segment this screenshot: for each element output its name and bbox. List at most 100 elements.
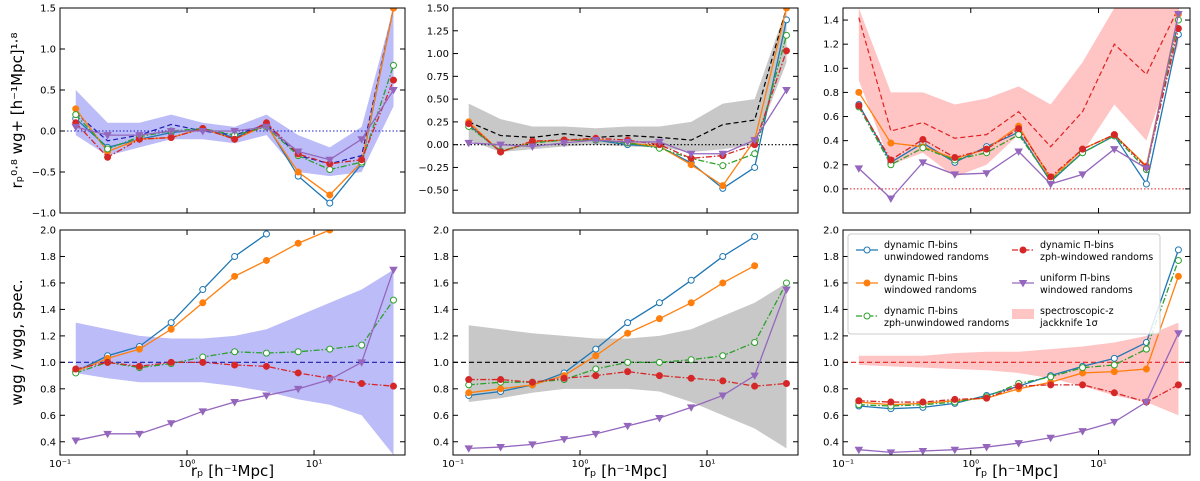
y-tick-label: 2.0 — [40, 226, 56, 237]
marker — [687, 356, 695, 364]
marker — [624, 358, 632, 366]
marker — [294, 348, 302, 356]
y-tick-label: 0.4 — [40, 437, 56, 448]
series-line — [468, 370, 787, 387]
axes-frame — [452, 7, 799, 214]
marker — [950, 171, 960, 179]
series-line — [468, 50, 788, 159]
marker — [464, 139, 474, 148]
marker — [497, 385, 505, 393]
y-tick-label: 1.6 — [823, 278, 839, 289]
x-tick-label: 10⁻¹ — [442, 459, 464, 470]
marker — [389, 87, 398, 95]
y-tick-label: 1.0 — [823, 64, 839, 75]
marker — [198, 408, 208, 416]
y-tick-label: 0.8 — [40, 384, 56, 395]
marker — [719, 352, 727, 360]
marker — [326, 230, 334, 234]
marker — [528, 441, 537, 449]
marker — [199, 299, 207, 307]
marker — [1079, 364, 1087, 372]
marker — [389, 76, 397, 84]
marker — [655, 372, 663, 380]
marker — [624, 319, 632, 327]
marker — [135, 132, 144, 140]
y-tick-label: 0.6 — [433, 411, 449, 422]
y-tick-label: −1.0 — [32, 209, 56, 220]
error-band — [858, 322, 1179, 416]
marker — [262, 362, 270, 370]
marker — [1142, 345, 1150, 353]
y-tick-label: 0.0 — [823, 184, 839, 195]
legend-label-line: dynamic Π-bins — [884, 306, 958, 317]
marker — [465, 120, 473, 128]
y-tick-label: 1.00 — [427, 49, 449, 60]
marker — [528, 378, 536, 386]
legend-label: spectroscopic-z jackknife 1σ — [1039, 306, 1114, 329]
x-tick-label: 10¹ — [1090, 459, 1107, 470]
y-tick-label: 0.00 — [427, 140, 449, 151]
marker — [751, 233, 759, 241]
y-tick-label: 0.6 — [40, 411, 56, 422]
marker — [389, 8, 397, 12]
reference-curve — [858, 8, 1179, 148]
marker — [1142, 399, 1151, 407]
marker — [1142, 180, 1150, 188]
marker — [782, 87, 791, 95]
marker — [782, 47, 790, 55]
marker — [528, 137, 536, 145]
marker — [687, 276, 695, 284]
y-tick-label: 1.8 — [823, 252, 839, 263]
marker — [389, 382, 397, 390]
marker — [1046, 181, 1055, 189]
marker — [719, 252, 727, 260]
marker — [624, 329, 632, 337]
y-tick-label: −0.25 — [418, 163, 449, 174]
y-tick-label: 1.25 — [427, 26, 449, 37]
marker — [655, 315, 663, 323]
marker — [782, 31, 790, 39]
y-tick-label: 1.0 — [40, 45, 56, 56]
marker — [389, 266, 398, 275]
marker — [919, 135, 927, 143]
marker — [135, 430, 144, 439]
marker — [528, 143, 537, 151]
marker — [293, 148, 303, 156]
y-tick-label: 1.8 — [40, 252, 56, 263]
y-tick-label: 1.2 — [823, 331, 839, 342]
marker — [623, 138, 632, 147]
y-tick-label: 1.8 — [433, 252, 449, 263]
y-tick-label: 0.75 — [427, 72, 449, 83]
marker — [855, 102, 863, 110]
marker — [358, 341, 366, 349]
plot-area — [843, 246, 1190, 455]
marker — [559, 436, 569, 444]
marker — [751, 150, 759, 158]
marker — [231, 272, 239, 280]
marker — [1142, 165, 1151, 173]
marker — [167, 319, 175, 327]
marker — [465, 389, 473, 397]
marker — [687, 161, 695, 169]
marker — [559, 139, 569, 148]
marker — [72, 365, 80, 373]
x-tick-label: 10⁻¹ — [49, 459, 71, 470]
marker — [1015, 125, 1023, 133]
marker — [104, 358, 112, 366]
panel: 0.4 0.6 0.8 1.0 1.2 1.4 1.6 1.8 2.0 10⁻¹ 10⁰ 10¹ rₚ … — [823, 226, 1191, 480]
legend-label-line: windowed randoms — [1040, 285, 1133, 296]
x-tick-label: 10¹ — [306, 459, 323, 470]
marker — [751, 382, 759, 390]
x-axis-label: rₚ [h⁻¹Mpc] — [191, 462, 274, 480]
marker — [230, 128, 239, 136]
marker — [1047, 173, 1055, 181]
marker — [592, 365, 600, 373]
legend-label: dynamic Π-bins zph-unwindowed randoms — [884, 306, 1009, 329]
marker — [1018, 280, 1028, 288]
x-tick-label: 10¹ — [699, 459, 716, 470]
panel: −0.50 −0.25 0.00 0.25 0.50 0.75 1.00 1.25 1.50 — [418, 4, 799, 214]
marker — [1110, 146, 1119, 154]
x-axis-label: rₚ [h⁻¹Mpc] — [584, 462, 667, 480]
marker — [854, 446, 864, 455]
y-tick-label: 0.4 — [433, 437, 449, 448]
